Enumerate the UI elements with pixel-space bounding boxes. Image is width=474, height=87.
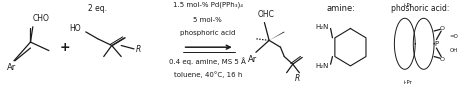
Text: H₂N: H₂N [316, 63, 329, 69]
Text: +: + [59, 41, 70, 54]
Polygon shape [269, 32, 285, 40]
Text: O: O [440, 57, 445, 62]
Text: toluene, 40°C, 16 h: toluene, 40°C, 16 h [173, 71, 242, 78]
Text: amine:: amine: [327, 4, 356, 13]
Text: R: R [136, 45, 141, 54]
Text: 5 mol-%: 5 mol-% [193, 17, 222, 23]
Text: i-Pr: i-Pr [404, 80, 412, 85]
Text: Ar: Ar [247, 55, 257, 64]
Text: CHO: CHO [33, 14, 50, 23]
Text: H₂N: H₂N [316, 24, 329, 30]
Text: 1.5 mol-% Pd(PPh₃)₄: 1.5 mol-% Pd(PPh₃)₄ [173, 1, 243, 8]
Text: phoshoric acid:: phoshoric acid: [391, 4, 449, 13]
Text: OH: OH [450, 48, 458, 53]
Text: phosphoric acid: phosphoric acid [180, 30, 236, 36]
Text: R: R [295, 74, 300, 83]
Text: OHC: OHC [257, 9, 274, 19]
Text: HO: HO [69, 24, 81, 33]
Text: 0.4 eq. amine, MS 5 Å: 0.4 eq. amine, MS 5 Å [169, 57, 246, 65]
Text: i-Pr: i-Pr [404, 3, 412, 8]
Text: O: O [440, 26, 445, 31]
Text: =O: =O [450, 34, 458, 39]
Text: Ar: Ar [7, 63, 16, 72]
Text: P: P [434, 41, 438, 47]
Text: 2 eq.: 2 eq. [88, 4, 107, 13]
